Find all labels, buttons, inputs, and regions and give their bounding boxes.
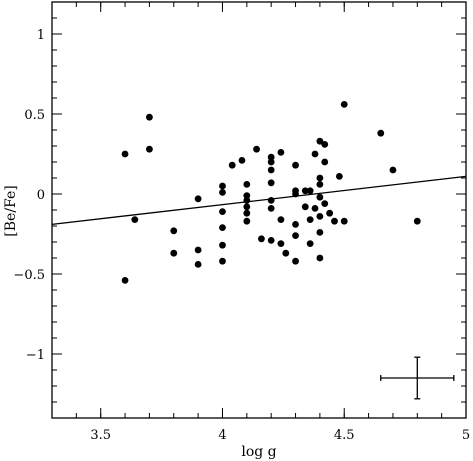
- data-point: [316, 229, 324, 236]
- data-point: [316, 213, 324, 220]
- data-point: [131, 216, 139, 224]
- data-point: [243, 192, 251, 200]
- data-point: [228, 161, 236, 169]
- data-point: [292, 190, 299, 198]
- data-point: [306, 187, 314, 195]
- data-point: [311, 205, 319, 212]
- data-point: [219, 182, 226, 190]
- data-point: [301, 187, 309, 195]
- data-point: [321, 200, 329, 208]
- data-point: [267, 197, 275, 204]
- data-point: [321, 158, 329, 166]
- data-point: [170, 227, 178, 235]
- data-point: [267, 153, 275, 161]
- data-point: [258, 235, 265, 243]
- data-point: [340, 101, 348, 108]
- data-point: [340, 217, 348, 225]
- data-point: [311, 150, 319, 158]
- data-point: [253, 145, 260, 153]
- data-point: [219, 241, 226, 249]
- data-point: [194, 195, 202, 203]
- data-point: [121, 150, 129, 158]
- y-tick-label: 1: [37, 28, 45, 43]
- x-tick-label: 4.5: [334, 428, 355, 443]
- data-point: [282, 249, 290, 257]
- data-point: [194, 246, 202, 254]
- data-point: [219, 224, 226, 232]
- data-point: [243, 209, 251, 217]
- data-point: [316, 193, 324, 201]
- data-point: [413, 217, 421, 225]
- x-tick-label: 4: [218, 428, 226, 443]
- data-point: [316, 137, 324, 145]
- data-point: [243, 197, 251, 204]
- data-point: [316, 174, 324, 182]
- data-point: [301, 203, 309, 211]
- data-point: [146, 113, 153, 121]
- y-tick-label: 0: [37, 188, 45, 203]
- data-point: [267, 179, 275, 187]
- data-point: [277, 149, 285, 156]
- data-point: [277, 240, 285, 248]
- y-axis-title: [Be/Fe]: [3, 185, 19, 236]
- data-point: [219, 189, 226, 196]
- y-tick-label: −0.5: [13, 268, 45, 283]
- x-tick-label: 5: [462, 428, 470, 443]
- data-point: [170, 249, 178, 257]
- data-point: [335, 173, 343, 180]
- data-point: [243, 181, 251, 188]
- data-point: [316, 254, 324, 262]
- y-tick-label: −1: [26, 348, 45, 363]
- data-point: [292, 257, 299, 265]
- data-point: [331, 217, 338, 225]
- data-point: [219, 208, 226, 216]
- axis-ticks: [51, 1, 467, 419]
- plot-frame: [51, 1, 467, 419]
- x-axis-title: log g: [241, 444, 276, 460]
- fit-line: [51, 175, 467, 226]
- data-point: [194, 261, 202, 268]
- data-point: [306, 240, 314, 248]
- data-point: [243, 217, 251, 225]
- data-point: [292, 221, 299, 228]
- x-tick-label: 3.5: [90, 428, 111, 443]
- data-point: [267, 158, 275, 166]
- error-bar: [380, 356, 455, 400]
- data-point: [321, 141, 329, 148]
- data-point: [277, 216, 285, 224]
- y-tick-label: 0.5: [24, 108, 45, 123]
- data-point: [243, 203, 251, 211]
- data-point: [121, 277, 129, 284]
- data-point: [377, 129, 385, 137]
- data-point: [292, 161, 299, 169]
- data-point: [316, 181, 324, 188]
- data-point: [267, 166, 275, 174]
- data-point: [146, 145, 153, 153]
- data-point: [326, 209, 334, 217]
- data-point: [219, 257, 226, 265]
- data-point: [267, 237, 275, 244]
- tick-labels: 3.5 4 4.5 5 −1 −0.5 0 0.5 1: [13, 28, 470, 443]
- data-point: [306, 216, 314, 224]
- data-point: [238, 157, 246, 164]
- data-point: [267, 205, 275, 212]
- data-point: [389, 166, 397, 174]
- plot-content: [51, 101, 467, 400]
- data-point: [292, 232, 299, 240]
